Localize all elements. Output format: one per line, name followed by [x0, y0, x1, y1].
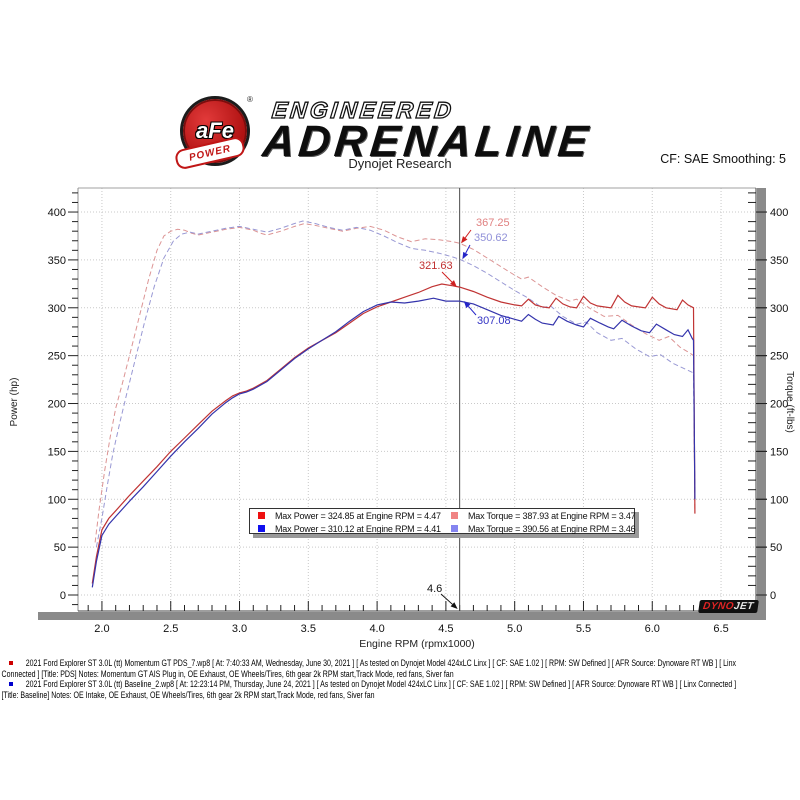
- legend-item-label: Max Torque = 387.93 at Engine RPM = 3.47: [468, 510, 636, 521]
- annotation-arrow-head: [449, 280, 457, 288]
- power-tick-label: 400: [48, 207, 66, 219]
- dynojet-logo-jet: JET: [733, 601, 755, 612]
- curve-torque-pds: [94, 223, 696, 543]
- left-axis-title: Power (hp): [9, 378, 20, 427]
- annotation-arrow: [464, 229, 472, 239]
- annotation-arrow-head: [462, 251, 469, 260]
- curve-power-baseline: [91, 297, 696, 588]
- annotation-label: 367.25: [476, 217, 510, 229]
- torque-tick-label: 50: [770, 542, 782, 554]
- torque-tick-label: 400: [770, 207, 788, 219]
- legend-marker-icon: [451, 525, 458, 532]
- x-axis-title: Engine RPM (rpmx1000): [359, 638, 475, 650]
- legend-item-label: Max Power = 310.12 at Engine RPM = 4.41: [275, 523, 441, 534]
- legend-marker-icon: [258, 525, 265, 532]
- power-tick-label: 150: [48, 446, 66, 458]
- x-tick-label: 4.5: [438, 623, 453, 635]
- power-tick-label: 200: [48, 399, 66, 411]
- torque-tick-label: 250: [770, 351, 788, 363]
- right-axis-title: Torque (ft-lbs): [784, 371, 795, 433]
- x-tick-label: 4.0: [369, 623, 384, 635]
- x-tick-label: 3.0: [232, 623, 247, 635]
- annotation-arrow-head: [461, 236, 468, 244]
- x-tick-label: 2.5: [163, 623, 178, 635]
- x-tick-label: 2.0: [94, 623, 109, 635]
- dynojet-logo-dyno: DYNO: [702, 601, 735, 612]
- smoothing-setting-label: CF: SAE Smoothing: 5: [660, 152, 786, 166]
- power-tick-label: 100: [48, 494, 66, 506]
- x-tick-label: 5.0: [507, 623, 522, 635]
- annotation-label: 321.63: [419, 260, 453, 272]
- annotation-label: 350.62: [474, 232, 508, 244]
- x-tick-label: 3.5: [301, 623, 316, 635]
- power-tick-label: 300: [48, 303, 66, 315]
- run-info-footer: 2021 Ford Explorer ST 3.0L (tt) Momentum…: [0, 658, 800, 700]
- legend-marker-icon: [451, 512, 458, 519]
- power-tick-label: 350: [48, 255, 66, 267]
- afe-brand-header: aFe POWER ® ENGINEERED ADRENALINE: [173, 93, 635, 171]
- dynojet-logo: DYNOJET: [698, 600, 759, 613]
- x-tick-label: 6.0: [645, 623, 660, 635]
- annotation-arrow-head: [463, 300, 471, 309]
- x-tick-label: 5.5: [576, 623, 591, 635]
- torque-tick-label: 150: [770, 446, 788, 458]
- legend-item-label: Max Torque = 390.56 at Engine RPM = 3.46: [468, 523, 636, 534]
- annotation-arrow: [465, 244, 471, 254]
- annotation-arrow: [468, 305, 477, 316]
- power-tick-label: 0: [60, 590, 66, 602]
- torque-tick-label: 0: [770, 590, 776, 602]
- run2-info-line2: [Title: Baseline] Notes: OE Intake, OE E…: [1, 689, 375, 700]
- run1-info-line1: 2021 Ford Explorer ST 3.0L (tt) Momentum…: [25, 658, 737, 668]
- run1-info-line2: Connected ] [Title: PDS] Notes: Momentum…: [1, 668, 454, 679]
- curve-torque-baseline: [95, 220, 696, 548]
- cursor-arrow: [440, 593, 453, 605]
- cursor-arrow-head: [450, 602, 458, 609]
- legend-marker-icon: [258, 512, 265, 519]
- max-values-legend: Max Power = 324.85 at Engine RPM = 4.47 …: [249, 508, 636, 534]
- x-tick-label: 6.5: [713, 623, 728, 635]
- torque-tick-label: 100: [770, 494, 788, 506]
- torque-tick-label: 300: [770, 303, 788, 315]
- plot-background: [78, 188, 756, 611]
- annotation-arrow: [441, 271, 453, 283]
- run2-info-line1: 2021 Ford Explorer ST 3.0L (tt) Baseline…: [25, 679, 737, 689]
- cursor-value-label: 4.6: [427, 583, 442, 595]
- power-tick-label: 250: [48, 351, 66, 363]
- torque-tick-label: 350: [770, 255, 788, 267]
- legend-item-label: Max Power = 324.85 at Engine RPM = 4.47: [275, 510, 441, 521]
- curve-power-pds: [91, 283, 696, 584]
- x-axis-bar: [38, 612, 766, 620]
- torque-tick-label: 200: [770, 399, 788, 411]
- power-tick-label: 50: [54, 542, 66, 554]
- dynojet-research-subtitle: Dynojet Research: [348, 156, 452, 171]
- dyno-chart-svg: 2.0 2.5 3.0 3.5 4.0 4.5 5.0 5.5 6.0 6.5 Engine RPM…: [9, 187, 795, 650]
- registered-mark: ®: [247, 95, 253, 104]
- run1-bullet-icon: [9, 661, 13, 665]
- run2-bullet-icon: [9, 682, 13, 686]
- dyno-chart: 2.0 2.5 3.0 3.5 4.0 4.5 5.0 5.5 6.0 6.5 Engine RPM…: [0, 180, 800, 655]
- annotation-label: 307.08: [477, 315, 511, 327]
